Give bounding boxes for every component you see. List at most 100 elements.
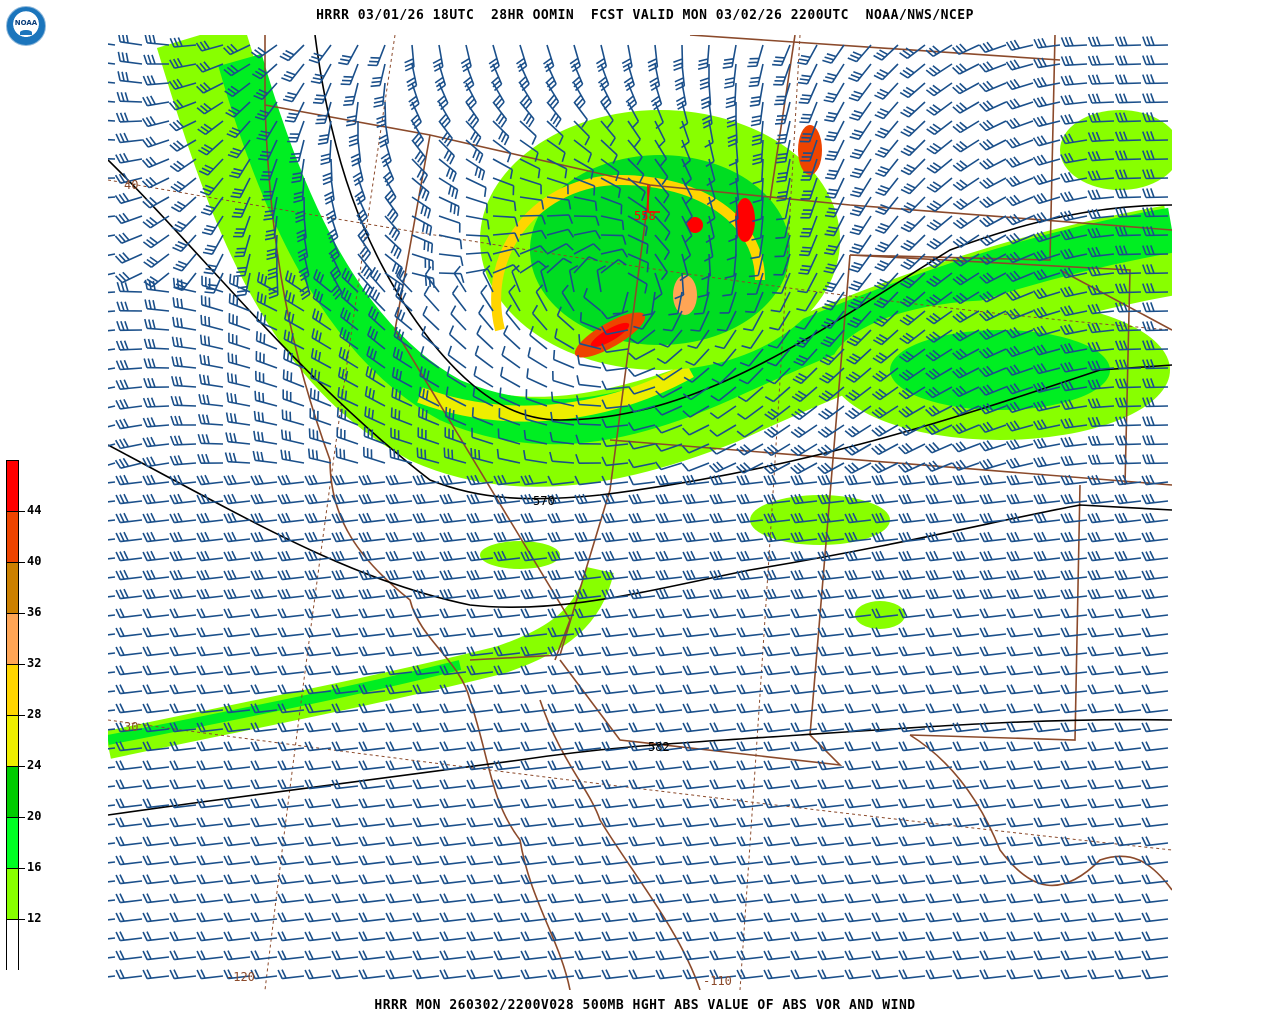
wind-barb bbox=[250, 836, 278, 847]
wind-barb bbox=[277, 874, 305, 885]
wind-barb bbox=[844, 608, 872, 619]
wind-barb bbox=[197, 433, 224, 445]
wind-barb bbox=[412, 855, 440, 866]
wind-barb bbox=[108, 861, 116, 864]
wind-barb bbox=[822, 63, 845, 84]
wind-barb bbox=[196, 531, 224, 543]
wind-barb bbox=[531, 304, 548, 331]
wind-barb bbox=[817, 703, 845, 714]
wind-barb bbox=[417, 407, 440, 426]
wind-barb bbox=[952, 684, 980, 695]
wind-barb bbox=[790, 424, 818, 439]
wind-barb bbox=[250, 760, 278, 771]
wind-barb bbox=[331, 665, 359, 676]
wind-barb bbox=[772, 44, 791, 67]
wind-barb bbox=[1141, 950, 1169, 961]
wind-barb bbox=[818, 405, 845, 420]
wind-barb bbox=[873, 44, 899, 61]
wind-barb bbox=[277, 760, 305, 771]
wind-barb bbox=[115, 798, 143, 809]
wind-barb bbox=[848, 253, 872, 273]
wind-barb bbox=[358, 646, 386, 657]
wind-barb bbox=[574, 665, 602, 676]
wind-barb bbox=[196, 893, 224, 904]
wind-barb bbox=[871, 931, 899, 942]
wind-barb bbox=[235, 253, 251, 277]
wind-barb bbox=[709, 493, 737, 505]
wind-barb bbox=[223, 550, 251, 562]
wind-barb bbox=[198, 139, 224, 156]
wind-barb bbox=[438, 158, 457, 182]
wind-barb bbox=[1087, 454, 1115, 465]
wind-barb bbox=[1033, 817, 1061, 828]
wind-barb bbox=[763, 474, 791, 486]
wind-barb bbox=[304, 703, 332, 714]
colorbar-tick bbox=[19, 919, 25, 920]
wind-barb bbox=[367, 326, 386, 350]
wind-barb bbox=[925, 836, 953, 847]
colorbar-segment bbox=[6, 562, 19, 613]
wind-barb bbox=[108, 386, 116, 390]
wind-barb bbox=[1142, 131, 1169, 142]
wind-barb bbox=[116, 281, 143, 293]
wind-barb bbox=[196, 874, 224, 885]
wind-barb bbox=[492, 177, 515, 196]
wind-barb bbox=[1087, 703, 1115, 714]
wind-barb bbox=[628, 760, 656, 771]
wind-barb bbox=[577, 354, 602, 369]
wind-barb bbox=[223, 912, 251, 923]
wind-barb bbox=[736, 531, 764, 543]
wind-barb bbox=[1114, 188, 1142, 199]
wind-barb bbox=[277, 684, 305, 695]
wind-barb bbox=[682, 424, 710, 436]
wind-barb bbox=[574, 722, 602, 733]
wind-barb bbox=[1006, 703, 1034, 714]
wind-barb bbox=[1087, 435, 1115, 446]
wind-barb bbox=[385, 684, 413, 695]
wind-barb bbox=[655, 874, 683, 885]
wind-barb bbox=[925, 798, 953, 809]
wind-barb bbox=[1114, 665, 1142, 676]
wind-barb bbox=[600, 177, 622, 199]
wind-barb bbox=[925, 779, 953, 790]
wind-barb bbox=[575, 434, 602, 445]
wind-barb bbox=[1033, 437, 1061, 449]
wind-barb bbox=[600, 139, 618, 164]
wind-barb bbox=[250, 646, 278, 657]
wind-barb bbox=[385, 627, 413, 638]
colorbar-label: 32 bbox=[27, 656, 42, 670]
wind-barb bbox=[900, 158, 926, 176]
wind-barb bbox=[142, 665, 170, 676]
wind-barb bbox=[172, 277, 197, 293]
wind-barb bbox=[1087, 817, 1115, 828]
wind-barb bbox=[144, 318, 170, 331]
wind-barb bbox=[412, 493, 440, 505]
wind-barb bbox=[790, 855, 818, 866]
wind-barb bbox=[143, 253, 170, 268]
wind-barb bbox=[439, 550, 467, 562]
wind-barb bbox=[311, 308, 332, 331]
wind-barb bbox=[406, 63, 418, 91]
wind-barb bbox=[451, 285, 467, 312]
wind-barb bbox=[1060, 817, 1088, 828]
wind-barb bbox=[763, 817, 791, 828]
wind-barb bbox=[358, 874, 386, 885]
wind-barb bbox=[1006, 912, 1034, 923]
wind-barb bbox=[1005, 308, 1034, 320]
wind-barb bbox=[1114, 378, 1142, 389]
wind-barb bbox=[655, 779, 683, 790]
wind-barb bbox=[1087, 722, 1115, 733]
wind-barb bbox=[465, 196, 488, 214]
wind-barb bbox=[573, 256, 598, 274]
wind-barb bbox=[654, 215, 671, 241]
wind-barb bbox=[453, 265, 467, 293]
wind-barb bbox=[773, 63, 791, 86]
wind-barb bbox=[709, 424, 737, 437]
wind-barb bbox=[385, 779, 413, 790]
wind-barb bbox=[655, 474, 683, 486]
wind-barb bbox=[898, 969, 926, 980]
wind-barb bbox=[898, 474, 926, 486]
wind-barb bbox=[1141, 722, 1169, 733]
wind-barb bbox=[169, 119, 197, 132]
wind-barb bbox=[108, 880, 116, 883]
